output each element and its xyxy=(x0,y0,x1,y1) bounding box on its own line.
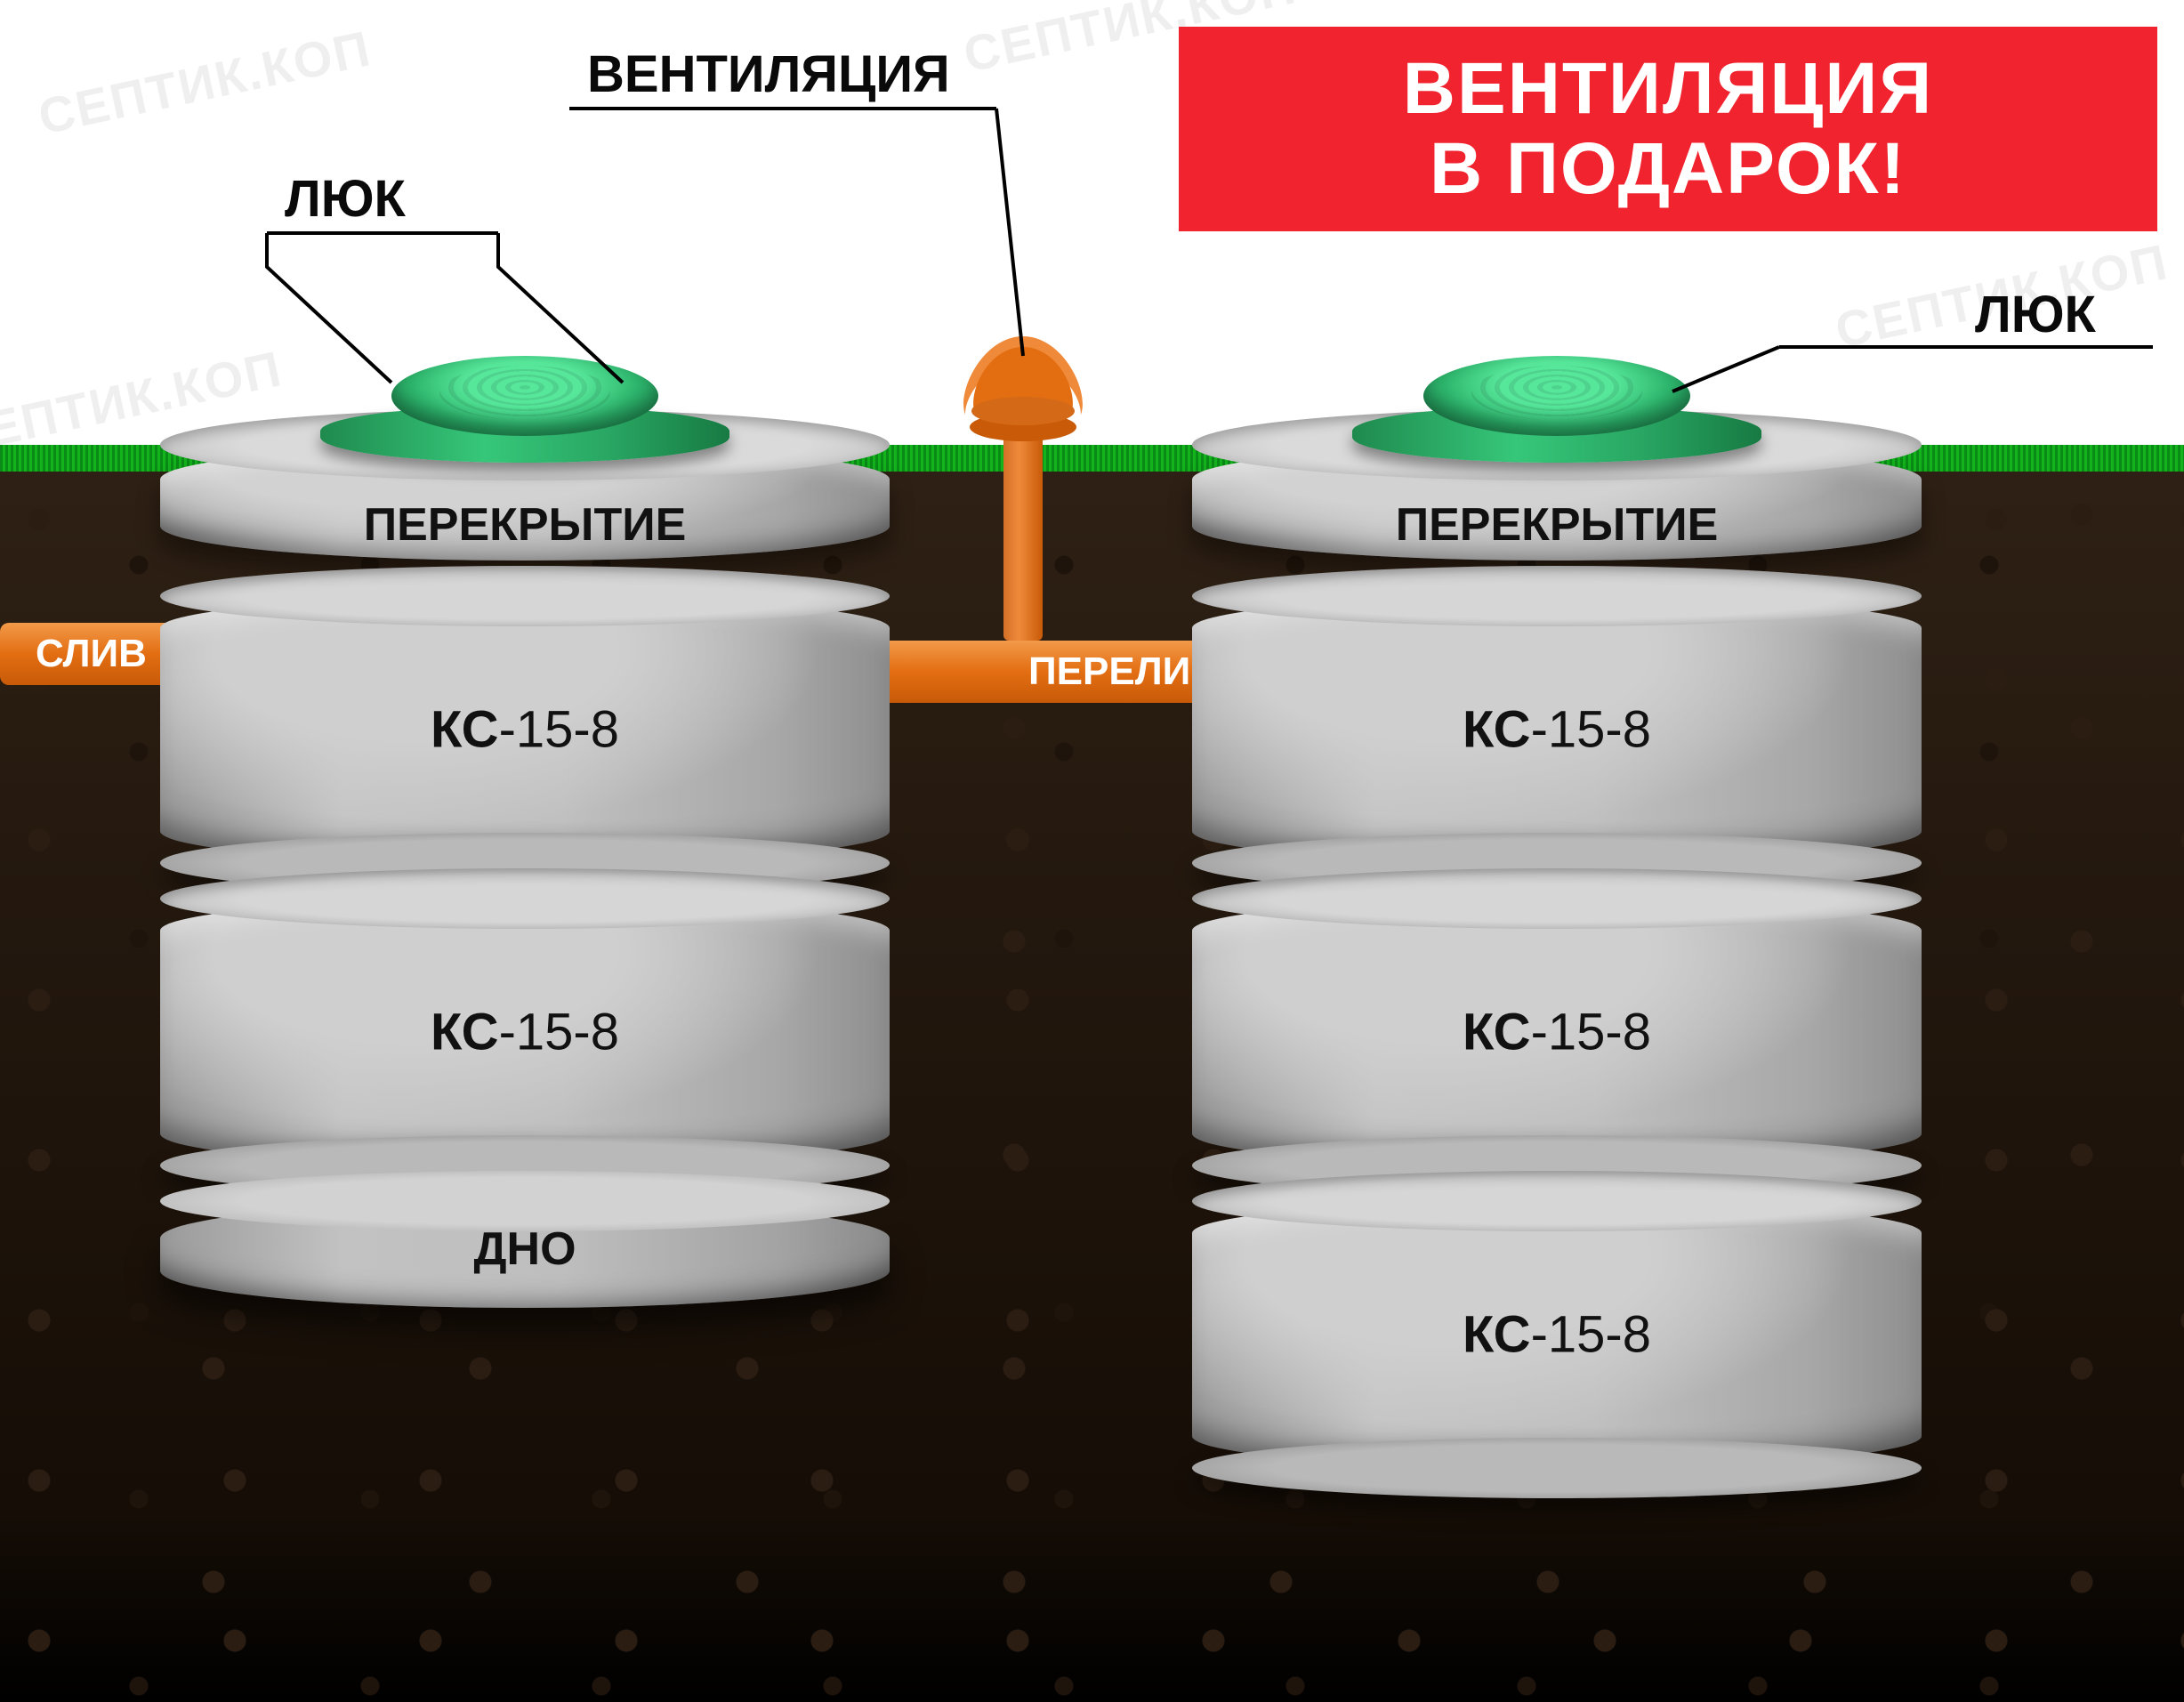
vent-pole xyxy=(1003,427,1043,641)
ring-model-label: КС-15-8 xyxy=(1463,700,1651,760)
hatch-dome xyxy=(391,356,658,436)
ring-model-label: КС-15-8 xyxy=(1463,1003,1651,1062)
watermark: СЕПТИК.КОП xyxy=(33,19,375,146)
right-cover-label: ПЕРЕКРЫТИЕ xyxy=(1396,498,1719,552)
vent-cap-icon xyxy=(947,329,1099,445)
right-tank: ПЕРЕКРЫТИЕ КС-15-8 КС-15-8 КС-15-8 xyxy=(1192,445,1922,1468)
right-ring-1: КС-15-8 xyxy=(1192,596,1922,863)
left-tank: ПЕРЕКРЫТИЕ КС-15-8 КС-15-8 ДНО xyxy=(160,445,890,1308)
promo-line2: В ПОДАРОК! xyxy=(1430,129,1906,209)
left-ring-1: КС-15-8 xyxy=(160,596,890,863)
right-ring-3: КС-15-8 xyxy=(1192,1201,1922,1468)
left-ring-2: КС-15-8 xyxy=(160,899,890,1166)
promo-line1: ВЕНТИЛЯЦИЯ xyxy=(1403,49,1933,129)
right-hatch xyxy=(1352,356,1761,463)
overflow-pipe: ПЕРЕЛИВ xyxy=(836,641,1245,703)
callout-hatch-left: ЛЮК xyxy=(285,169,406,229)
callout-vent: ВЕНТИЛЯЦИЯ xyxy=(587,44,950,104)
left-cover-label: ПЕРЕКРЫТИЕ xyxy=(364,498,687,552)
promo-banner: ВЕНТИЛЯЦИЯ В ПОДАРОК! xyxy=(1179,27,2157,231)
left-hatch xyxy=(320,356,729,463)
ring-model-label: КС-15-8 xyxy=(431,1003,619,1062)
left-bottom-label: ДНО xyxy=(473,1222,576,1276)
left-bottom: ДНО xyxy=(160,1201,890,1308)
septic-diagram: СЕПТИК.КОП СЕПТИК.КОП СЕПТИК.КОП СЕПТИК.… xyxy=(0,0,2184,1702)
callout-hatch-right: ЛЮК xyxy=(1975,285,2096,344)
right-ring-2: КС-15-8 xyxy=(1192,899,1922,1166)
ring-model-label: КС-15-8 xyxy=(431,700,619,760)
ring-model-label: КС-15-8 xyxy=(1463,1305,1651,1365)
overflow-pipe-label: ПЕРЕЛИВ xyxy=(1028,649,1219,694)
drain-pipe-label: СЛИВ xyxy=(36,632,147,676)
hatch-dome xyxy=(1423,356,1690,436)
